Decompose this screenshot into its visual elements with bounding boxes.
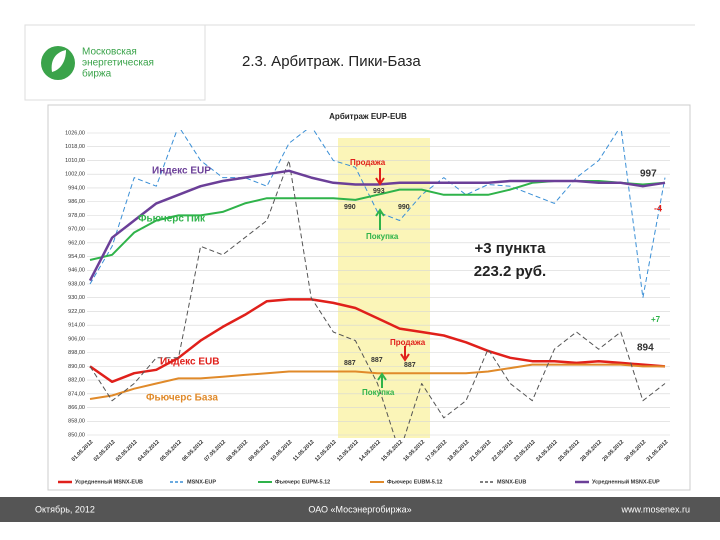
annotation: Фьючерс Пик (138, 214, 206, 225)
y-tick-label: 890,00 (68, 364, 85, 370)
annotation: +7 (651, 315, 661, 324)
legend-label: Фьючерс EUPM-5.12 (275, 479, 330, 485)
logo-text: биржа (82, 68, 112, 80)
y-tick-label: 962,00 (68, 240, 85, 246)
plot (88, 130, 666, 438)
legend-label: Усредненный MSNX-EUP (592, 478, 660, 485)
annotation: Покупка (362, 388, 395, 397)
annotation: Индекс EUP (152, 166, 211, 177)
y-tick-label: 850,00 (68, 432, 85, 438)
legend: Усредненный MSNX-EUB MSNX-EUP Фьючерс EUPM… (58, 478, 660, 485)
annotation: Продажа (350, 158, 386, 167)
y-tick-label: 1018,00 (65, 144, 85, 150)
y-tick-label: 1026,00 (65, 130, 85, 136)
footer-company: ОАО «Мосэнергобиржа» (308, 504, 411, 514)
y-tick-label: 1002,00 (65, 172, 85, 178)
logo-leaf (51, 50, 66, 72)
legend-label: MSNX-EUB (497, 479, 526, 485)
chart-title: Арбитраж EUP-EUB (329, 112, 407, 121)
y-tick-label: 874,00 (68, 391, 85, 397)
y-tick-label: 922,00 (68, 309, 85, 315)
y-tick-label: 970,00 (68, 227, 85, 233)
footer-date: Октябрь, 2012 (35, 504, 95, 514)
y-tick-label: 882,00 (68, 378, 85, 384)
y-tick-label: 938,00 (68, 281, 85, 287)
footer-site: www.mosenex.ru (620, 504, 690, 514)
y-tick-label: 858,00 (68, 419, 85, 425)
y-tick-label: 978,00 (68, 213, 85, 219)
y-tick-label: 994,00 (68, 185, 85, 191)
y-tick-label: 866,00 (68, 405, 85, 411)
series-line (88, 169, 666, 282)
annotations: Индекс EUP Фьючерс Пик Индекс EUB Фьючер… (138, 158, 662, 404)
annotation: 223.2 руб. (474, 263, 546, 280)
y-tick-label: 986,00 (68, 199, 85, 205)
annotation: 990 (344, 204, 356, 211)
footer-bar (0, 497, 720, 522)
legend-label: MSNX-EUP (187, 479, 216, 485)
annotation: +3 пункта (475, 240, 547, 257)
legend-label: Фьючерс EUBM-5.12 (387, 479, 443, 485)
legend-label: Усредненный MSNX-EUB (75, 478, 143, 485)
logo-text: энергетическая (82, 58, 154, 69)
annotation: 887 (344, 360, 356, 367)
arrow (375, 208, 385, 230)
annotation: 990 (398, 204, 410, 211)
annotation: Продажа (390, 338, 426, 347)
arrow (375, 168, 385, 186)
annotation: 887 (404, 362, 416, 369)
series-line (89, 298, 666, 384)
y-tick-label: 930,00 (68, 295, 85, 301)
arrow (377, 372, 387, 388)
y-tick-label: 946,00 (68, 268, 85, 274)
series-line (89, 363, 665, 400)
annotation: Фьючерс База (146, 393, 218, 404)
y-tick-label: 954,00 (68, 254, 85, 260)
y-tick-label: 906,00 (68, 336, 85, 342)
annotation: Покупка (366, 232, 399, 241)
series-line (89, 160, 666, 438)
annotation: 993 (373, 188, 385, 195)
annotation: -4 (654, 203, 662, 213)
y-tick-label: 1010,00 (65, 158, 85, 164)
logo-text: Московская (82, 47, 137, 58)
annotation: 887 (371, 357, 383, 364)
annotation: 997 (640, 169, 657, 180)
series-line (89, 130, 666, 299)
annotation: 894 (637, 343, 654, 354)
y-tick-label: 898,00 (68, 350, 85, 356)
annotation: Индекс EUB (160, 357, 219, 368)
arrow (400, 346, 410, 362)
y-tick-label: 914,00 (68, 323, 85, 329)
slide-title: 2.3. Арбитраж. Пики-База (242, 53, 421, 70)
